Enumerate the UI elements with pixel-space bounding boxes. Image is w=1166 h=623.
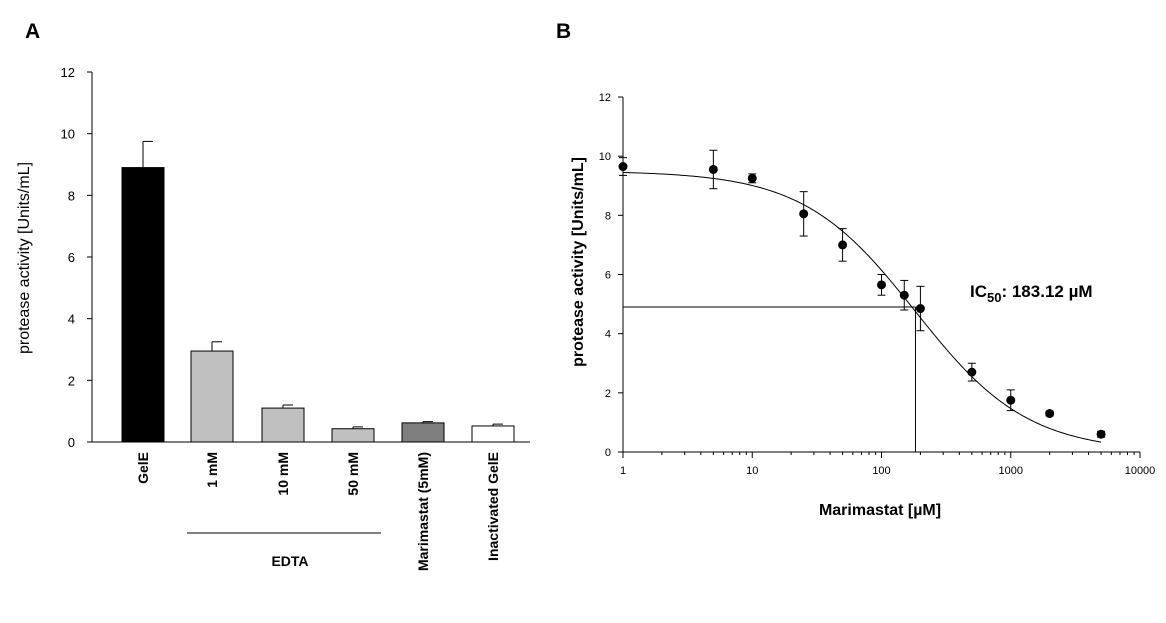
panel-b: B 0 2 4 6 8 10 12 1 10 100 1000 10000 IC50: 183.12…	[556, 20, 1155, 519]
bar	[331, 428, 375, 443]
bar	[401, 422, 445, 443]
bar-chart-category-labels: GelE 1 mM 10 mM 50 mM Marimastat (5mM) Inacti…	[135, 452, 501, 571]
y-tick-label: 0	[605, 447, 611, 459]
y-tick-label: 6	[605, 270, 611, 282]
y-tick-label: 6	[68, 250, 75, 265]
dose-response-y-label: protease activity [Units/mL]	[570, 157, 587, 367]
data-point	[708, 164, 718, 174]
y-tick-label: 4	[68, 312, 75, 327]
bar	[190, 350, 234, 443]
y-tick-label: 2	[68, 373, 75, 388]
edta-group-label: EDTA	[271, 553, 308, 569]
data-point	[967, 367, 977, 377]
data-point	[1045, 409, 1055, 419]
y-tick-label: 10	[599, 151, 611, 163]
y-tick-label: 8	[68, 188, 75, 203]
y-tick-label: 10	[61, 127, 75, 142]
dose-response-points	[618, 149, 1106, 439]
data-point	[799, 209, 809, 219]
data-point	[1096, 429, 1106, 439]
category-label: Marimastat (5mM)	[415, 452, 431, 571]
data-point	[618, 162, 628, 172]
bar	[261, 407, 305, 443]
y-tick-label: 0	[68, 435, 75, 450]
category-label: 1 mM	[204, 452, 220, 488]
x-tick-label: 1000	[999, 465, 1023, 477]
x-tick-label: 100	[872, 465, 890, 477]
category-label: 10 mM	[275, 452, 291, 496]
bar-chart-y-ticks: 0 2 4 6 8 10 12	[61, 65, 92, 450]
x-tick-label: 10	[746, 465, 758, 477]
category-label: 50 mM	[345, 452, 361, 496]
panel-a-letter: A	[25, 20, 40, 43]
data-point	[899, 290, 909, 300]
y-tick-label: 12	[61, 65, 75, 80]
bar	[471, 425, 515, 443]
bar-chart-bars	[121, 140, 515, 443]
panel-a: A 0 2 4 6 8 10 12 GelE 1 mM 10 mM 50 mM Marimastat…	[16, 20, 530, 571]
category-label: GelE	[135, 452, 151, 484]
dose-response-y-ticks: 0 2 4 6 8 10 12	[599, 92, 623, 459]
category-label: Inactivated GelE	[485, 452, 501, 561]
dose-response-x-label: Marimastat [µM]	[819, 502, 941, 519]
x-tick-label: 10000	[1125, 465, 1156, 477]
bar-chart-y-label: protease activity [Units/mL]	[16, 162, 33, 354]
y-tick-label: 8	[605, 210, 611, 222]
data-point	[838, 240, 848, 250]
y-tick-label: 4	[605, 329, 611, 341]
data-point	[877, 280, 886, 290]
x-tick-label: 1	[620, 465, 626, 477]
dose-response-x-ticks: 1 10 100 1000 10000	[620, 452, 1155, 477]
panel-b-letter: B	[556, 20, 571, 43]
data-point	[915, 304, 925, 314]
data-point	[1006, 395, 1016, 405]
y-tick-label: 2	[605, 388, 611, 400]
ic50-annotation: IC50: 183.12 µM	[970, 282, 1093, 305]
data-point	[747, 173, 757, 183]
ic50-reference-lines	[623, 306, 916, 452]
dose-response-fit-curve	[622, 171, 1102, 443]
y-tick-label: 12	[599, 92, 611, 104]
bar	[121, 167, 165, 443]
